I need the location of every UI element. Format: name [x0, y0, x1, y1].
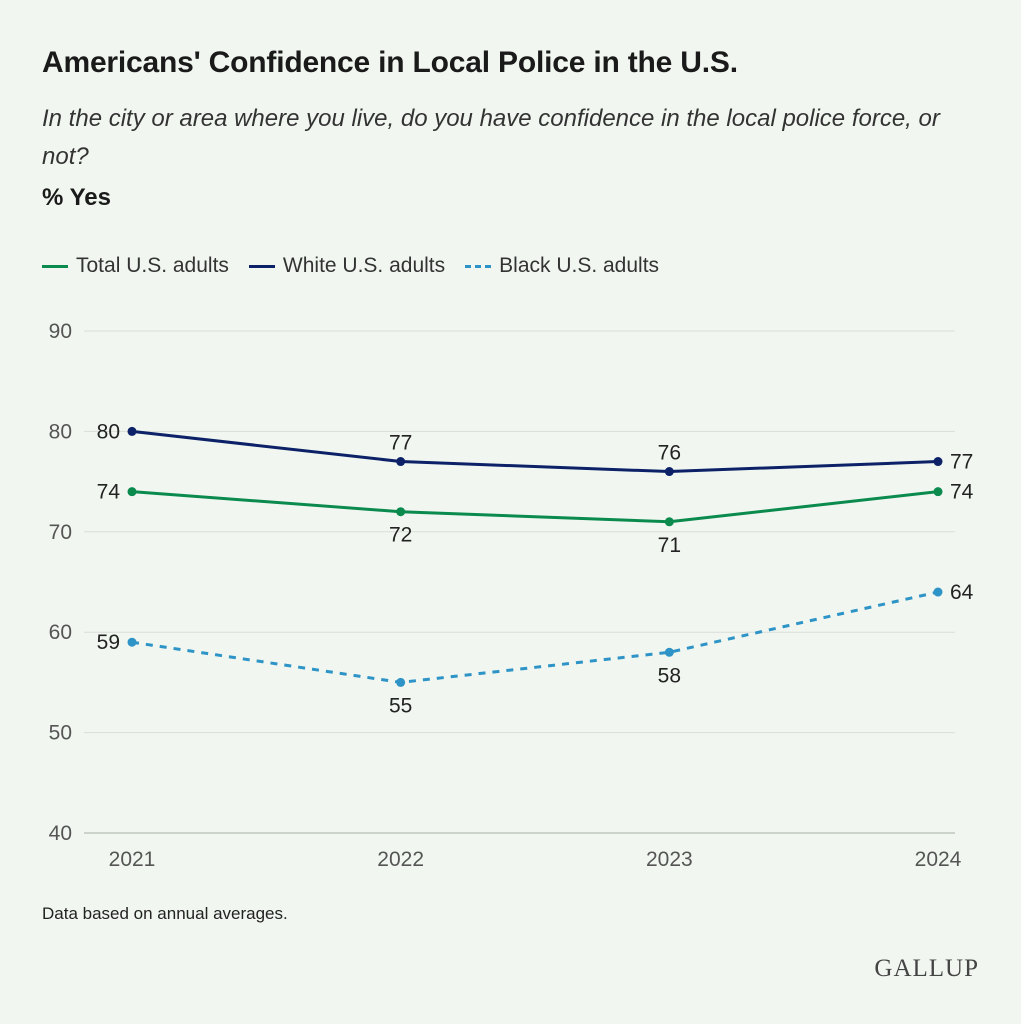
data-point-white-2021: [127, 426, 137, 436]
series-line-white: [131, 429, 939, 474]
data-point-white-2024: [933, 457, 943, 467]
legend-item-total: Total U.S. adults: [42, 254, 229, 278]
legend-label-black: Black U.S. adults: [499, 254, 660, 277]
data-point-black-2021: [127, 637, 137, 647]
series-line-total: [131, 490, 939, 524]
chart-subtitle: In the city or area where you live, do y…: [42, 105, 940, 170]
y-tick-label-80: 80: [49, 420, 72, 443]
legend-swatch-white: [248, 264, 275, 268]
gallup-logo: GALLUP: [874, 955, 979, 982]
legend-swatch-black: [465, 264, 492, 268]
data-point-total-2024: [933, 487, 943, 497]
y-tick-label-70: 70: [49, 521, 72, 544]
legend-item-white: White U.S. adults: [248, 254, 446, 278]
data-point-black-2024: [933, 587, 943, 597]
x-tick-label-2023: 2023: [646, 848, 693, 871]
data-label-total-2022: 72: [389, 524, 412, 547]
legend-label-white: White U.S. adults: [282, 254, 446, 277]
data-label-black-2023: 58: [658, 664, 681, 687]
y-tick-label-90: 90: [49, 320, 72, 343]
legend-swatch-total: [42, 264, 68, 268]
data-label-total-2023: 71: [658, 534, 681, 557]
x-tick-label-2024: 2024: [915, 848, 962, 871]
legend-item-black: Black U.S. adults: [465, 254, 659, 278]
legend: Total U.S. adults White U.S. adults Blac…: [42, 254, 679, 278]
data-point-white-2023: [664, 467, 674, 477]
data-point-total-2023: [664, 517, 674, 527]
data-label-total-2024: 74: [950, 481, 974, 504]
x-tick-label-2021: 2021: [109, 848, 156, 871]
data-label-white-2023: 76: [658, 442, 681, 465]
legend-label-total: Total U.S. adults: [76, 254, 229, 277]
y-tick-label-50: 50: [49, 722, 72, 745]
chart-title: Americans' Confidence in Local Police in…: [42, 46, 738, 79]
data-label-white-2021: 80: [97, 420, 120, 443]
data-point-total-2022: [396, 507, 406, 517]
data-point-black-2022: [396, 677, 406, 687]
y-tick-label-60: 60: [49, 621, 72, 644]
data-point-white-2022: [396, 457, 406, 467]
data-label-black-2024: 64: [950, 581, 974, 604]
data-point-black-2023: [664, 647, 674, 657]
series-line-black: [131, 590, 939, 684]
data-label-total-2021: 74: [97, 481, 121, 504]
data-point-total-2021: [127, 487, 137, 497]
data-label-black-2021: 59: [97, 631, 120, 654]
unit-label: % Yes: [42, 184, 111, 211]
data-label-black-2022: 55: [389, 694, 412, 717]
y-tick-label-40: 40: [49, 822, 72, 845]
data-label-white-2022: 77: [389, 432, 412, 455]
data-label-white-2024: 77: [950, 451, 973, 474]
footnote: Data based on annual averages.: [42, 904, 288, 923]
x-tick-label-2022: 2022: [377, 848, 424, 871]
